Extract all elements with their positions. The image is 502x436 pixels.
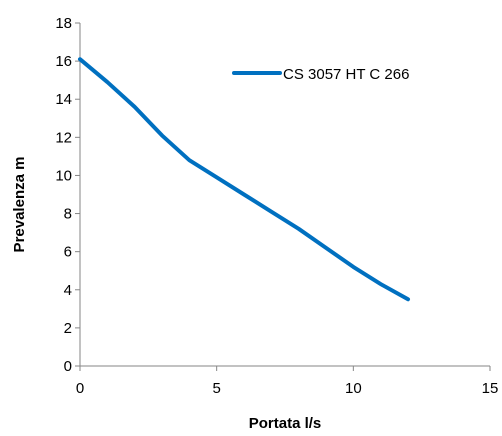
y-axis: 0 2 4 6 8 10 12 14 16 18: [55, 15, 81, 375]
y-tick-label: 0: [64, 358, 72, 375]
x-axis: 0 5 10 15: [76, 365, 499, 397]
x-tick-label: 10: [345, 380, 362, 397]
legend-label: CS 3057 HT C 266: [283, 66, 409, 83]
y-tick-label: 8: [64, 206, 72, 223]
y-tick-label: 16: [55, 53, 72, 70]
y-tick-label: 12: [55, 129, 72, 146]
x-tick-label: 15: [482, 380, 499, 397]
x-tick-label: 5: [212, 380, 220, 397]
y-tick-label: 18: [55, 15, 72, 32]
y-tick-label: 6: [64, 244, 72, 261]
series-layer: [78, 57, 410, 302]
x-tick-label: 0: [76, 380, 84, 397]
series-line: [78, 57, 410, 302]
y-tick-label: 14: [55, 91, 72, 108]
y-tick-label: 10: [55, 167, 72, 184]
y-tick-label: 2: [64, 320, 72, 337]
y-axis-title: Prevalenza m: [11, 157, 28, 253]
x-axis-title: Portata l/s: [249, 415, 322, 432]
y-tick-label: 4: [64, 282, 72, 299]
legend: CS 3057 HT C 266: [232, 66, 409, 83]
